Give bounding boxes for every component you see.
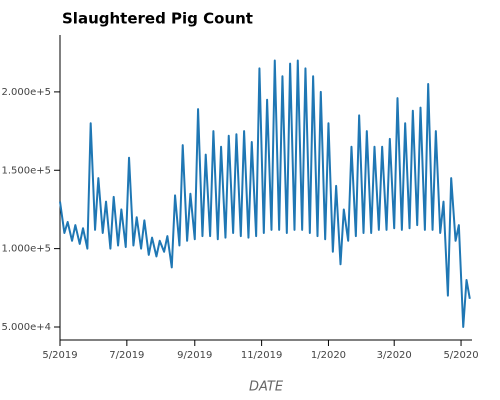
- y-tick-label: 1.000e+5: [1, 244, 51, 255]
- x-tick-label: 5/2020: [443, 350, 478, 361]
- y-tick-label: 1.500e+5: [1, 165, 51, 176]
- data-line: [59, 59, 471, 328]
- x-tick-label: 3/2020: [377, 350, 412, 361]
- x-tick-label: 11/2019: [241, 350, 283, 361]
- x-tick-label: 9/2019: [177, 350, 212, 361]
- x-tick-label: 5/2019: [42, 350, 77, 361]
- x-axis-label: DATE: [249, 380, 284, 395]
- x-tick-label: 1/2020: [311, 350, 346, 361]
- chart-title: Slaughtered Pig Count: [62, 10, 253, 28]
- y-tick-label: 5.000e+4: [1, 322, 51, 333]
- x-tick-label: 7/2019: [109, 350, 144, 361]
- y-tick-label: 2.000e+5: [1, 87, 51, 98]
